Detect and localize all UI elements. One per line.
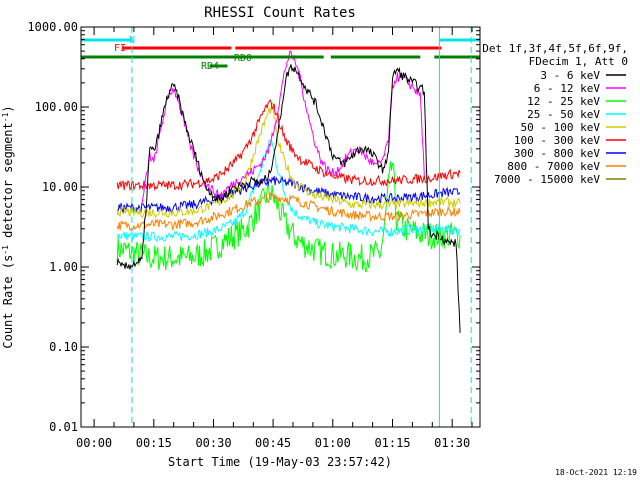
y-tick-label: 0.10 <box>49 340 78 354</box>
plot-frame <box>80 26 481 428</box>
y-tick-label: 1.00 <box>49 260 78 274</box>
series-line-6 <box>116 176 461 214</box>
y-axis-label-exp: -1 <box>1 112 10 122</box>
legend-entry-label: 3 - 6 keV <box>540 69 600 82</box>
legend-entry-label: 800 - 7000 keV <box>507 160 600 173</box>
x-tick-label: 00:15 <box>136 436 172 450</box>
series-line-0 <box>116 64 461 333</box>
x-tick-label: 01:30 <box>434 436 470 450</box>
legend-header-line: Det 1f,3f,4f,5f,6f,9f, <box>482 42 628 55</box>
series-line-3 <box>116 139 461 243</box>
y-axis-label-part: Count Rate (s <box>1 255 15 349</box>
x-tick-label: 01:00 <box>315 436 351 450</box>
timestamp: 18-Oct-2021 12:19 <box>555 468 637 477</box>
y-tick-label: 1000.00 <box>27 20 78 34</box>
y-tick-label: 100.00 <box>35 100 78 114</box>
legend-entry-label: 6 - 12 keV <box>534 82 601 95</box>
series-line-4 <box>116 102 461 218</box>
x-tick-label: 00:30 <box>195 436 231 450</box>
flag-label: RD4 <box>201 61 219 72</box>
flag-bars: NFIRD0RD4 <box>81 35 480 72</box>
series-line-7 <box>116 191 461 232</box>
legend: Det 1f,3f,4f,5f,6f,9f, FDecim 1, Att 0 3… <box>482 42 628 186</box>
y-axis-label-exp: -1 <box>1 245 10 255</box>
axes: 0.01 0.10 1.00 10.00 100.00 1000.00 00:00 00:15… <box>27 20 480 450</box>
legend-entry-label: 300 - 800 keV <box>514 147 600 160</box>
x-tick-label: 01:15 <box>374 436 410 450</box>
y-axis-label: Count Rate (s-1 detector segment-1) <box>1 105 16 348</box>
legend-entry-label: 100 - 300 keV <box>514 134 600 147</box>
y-tick-label: 0.01 <box>49 420 78 434</box>
series-line-2 <box>116 161 461 273</box>
legend-entry-label: 7000 - 15000 keV <box>494 173 600 186</box>
y-axis-label-part: ) <box>1 105 15 112</box>
series-layer <box>116 50 461 333</box>
vertical-markers <box>131 27 472 427</box>
x-tick-label: 00:45 <box>255 436 291 450</box>
x-tick-label: 00:00 <box>76 436 112 450</box>
chart-title: RHESSI Count Rates <box>204 5 356 21</box>
legend-entry-label: 12 - 25 keV <box>527 95 600 108</box>
flag-label: FI <box>114 43 126 54</box>
series-line-5 <box>116 99 461 192</box>
legend-entry-label: 25 - 50 keV <box>527 108 600 121</box>
flag-label: RD0 <box>234 53 252 64</box>
y-tick-label: 10.00 <box>42 180 78 194</box>
legend-entry-label: 50 - 100 keV <box>521 121 601 134</box>
x-axis-label: Start Time (19-May-03 23:57:42) <box>168 455 392 469</box>
legend-header-line: FDecim 1, Att 0 <box>529 55 628 68</box>
y-axis-label-part: detector segment <box>1 122 15 245</box>
